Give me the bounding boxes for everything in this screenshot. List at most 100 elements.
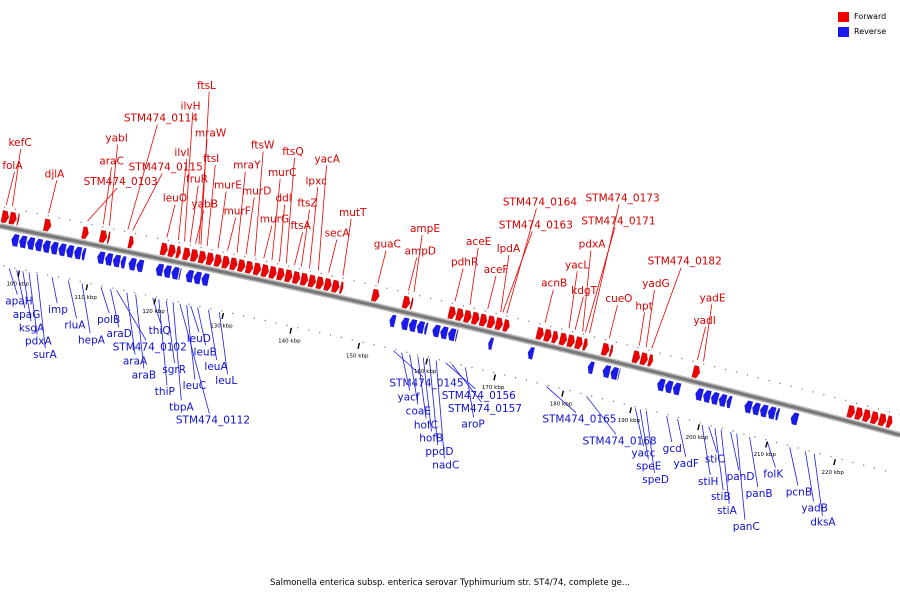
- forward-gene-arrow[interactable]: [494, 317, 504, 331]
- forward-gene-arrow[interactable]: [299, 272, 309, 286]
- reverse-gene-arrow[interactable]: [11, 233, 20, 247]
- forward-gene-arrow[interactable]: [221, 255, 230, 269]
- forward-gene-arrow[interactable]: [81, 226, 89, 240]
- reverse-gene-arrow[interactable]: [744, 400, 754, 414]
- reverse-gene-arrow[interactable]: [767, 406, 777, 420]
- forward-gene-arrow[interactable]: [42, 218, 52, 232]
- forward-gene-arrow[interactable]: [16, 213, 20, 226]
- forward-gene-arrow[interactable]: [600, 342, 610, 356]
- reverse-gene-arrow[interactable]: [73, 246, 83, 260]
- reverse-gene-arrow[interactable]: [416, 320, 426, 335]
- forward-gene-arrow[interactable]: [854, 406, 863, 421]
- reverse-gene-arrow[interactable]: [759, 404, 769, 418]
- forward-gene-arrow[interactable]: [535, 326, 544, 341]
- forward-gene-arrow[interactable]: [455, 307, 464, 322]
- reverse-gene-arrow[interactable]: [389, 314, 397, 328]
- forward-gene-arrow[interactable]: [167, 244, 176, 258]
- forward-gene-arrow[interactable]: [330, 279, 340, 293]
- forward-gene-arrow[interactable]: [307, 274, 317, 288]
- reverse-gene-arrow[interactable]: [752, 402, 761, 416]
- forward-gene-arrow[interactable]: [323, 277, 332, 292]
- forward-gene-arrow[interactable]: [338, 281, 344, 294]
- reverse-gene-arrow[interactable]: [726, 395, 733, 409]
- forward-gene-arrow[interactable]: [252, 262, 262, 276]
- reverse-gene-arrow[interactable]: [185, 269, 195, 283]
- reverse-gene-arrow[interactable]: [424, 322, 429, 335]
- forward-gene-arrow[interactable]: [197, 250, 207, 264]
- forward-gene-arrow[interactable]: [276, 267, 285, 281]
- forward-gene-arrow[interactable]: [181, 247, 191, 261]
- forward-gene-arrow[interactable]: [205, 252, 215, 266]
- forward-gene-arrow[interactable]: [581, 338, 588, 351]
- forward-gene-arrows[interactable]: [0, 210, 893, 429]
- reverse-gene-arrow[interactable]: [34, 238, 44, 252]
- reverse-gene-arrow[interactable]: [710, 391, 720, 406]
- forward-gene-arrow[interactable]: [462, 309, 472, 323]
- reverse-gene-arrow[interactable]: [201, 273, 210, 287]
- reverse-gene-arrow[interactable]: [97, 251, 106, 265]
- forward-gene-arrow[interactable]: [315, 276, 324, 290]
- forward-gene-arrow[interactable]: [885, 415, 893, 429]
- reverse-gene-arrow[interactable]: [120, 255, 127, 269]
- forward-gene-arrow[interactable]: [175, 245, 181, 259]
- reverse-gene-arrow[interactable]: [193, 271, 203, 285]
- forward-gene-arrow[interactable]: [8, 211, 17, 225]
- forward-gene-arrow[interactable]: [869, 411, 879, 425]
- forward-gene-arrow[interactable]: [159, 242, 168, 256]
- forward-gene-arrow[interactable]: [691, 365, 701, 379]
- reverse-gene-arrow[interactable]: [50, 241, 59, 255]
- forward-gene-arrow[interactable]: [470, 311, 480, 325]
- forward-gene-arrow[interactable]: [127, 235, 134, 249]
- forward-gene-arrow[interactable]: [291, 270, 301, 285]
- forward-gene-arrow[interactable]: [409, 297, 414, 310]
- forward-gene-arrow[interactable]: [106, 231, 111, 244]
- reverse-gene-arrow[interactable]: [454, 329, 459, 342]
- forward-gene-arrow[interactable]: [550, 330, 559, 344]
- reverse-gene-arrow[interactable]: [19, 235, 28, 249]
- forward-gene-arrow[interactable]: [370, 288, 380, 302]
- reverse-gene-arrow[interactable]: [790, 412, 800, 426]
- reverse-gene-arrow[interactable]: [112, 254, 122, 268]
- forward-gene-arrow[interactable]: [543, 328, 552, 342]
- reverse-gene-arrow[interactable]: [136, 259, 145, 273]
- forward-gene-arrow[interactable]: [574, 336, 583, 350]
- reverse-gene-arrow[interactable]: [703, 389, 712, 404]
- forward-gene-arrow[interactable]: [213, 253, 222, 268]
- reverse-gene-arrow[interactable]: [81, 247, 87, 261]
- reverse-gene-arrow[interactable]: [657, 378, 666, 392]
- forward-gene-arrow[interactable]: [647, 354, 654, 367]
- reverse-gene-arrow[interactable]: [664, 380, 674, 394]
- reverse-gene-arrow[interactable]: [440, 326, 449, 340]
- reverse-gene-arrow[interactable]: [432, 324, 441, 338]
- forward-gene-arrow[interactable]: [478, 313, 488, 327]
- forward-gene-arrow[interactable]: [268, 265, 277, 279]
- forward-gene-arrow[interactable]: [608, 344, 614, 358]
- reverse-gene-arrow[interactable]: [447, 328, 457, 342]
- reverse-gene-arrow[interactable]: [42, 240, 52, 254]
- forward-gene-arrow[interactable]: [0, 210, 10, 224]
- forward-gene-arrow[interactable]: [639, 352, 648, 366]
- reverse-gene-arrow[interactable]: [527, 346, 535, 360]
- reverse-gene-arrow[interactable]: [104, 252, 114, 266]
- reverse-gene-arrow[interactable]: [488, 337, 495, 351]
- reverse-gene-arrow[interactable]: [178, 267, 182, 281]
- reverse-gene-arrow[interactable]: [155, 263, 165, 277]
- reverse-gene-arrow[interactable]: [408, 319, 418, 333]
- forward-gene-arrow[interactable]: [229, 257, 238, 271]
- forward-gene-arrow[interactable]: [846, 404, 856, 419]
- forward-gene-arrow[interactable]: [558, 332, 568, 346]
- forward-gene-arrow[interactable]: [401, 295, 411, 309]
- forward-gene-arrow[interactable]: [98, 229, 108, 244]
- forward-gene-arrow[interactable]: [236, 258, 246, 273]
- reverse-gene-arrow[interactable]: [26, 236, 36, 251]
- reverse-gene-arrows[interactable]: [11, 233, 800, 426]
- forward-gene-arrow[interactable]: [189, 248, 199, 263]
- reverse-gene-arrow[interactable]: [171, 266, 180, 280]
- forward-gene-arrow[interactable]: [861, 408, 871, 423]
- reverse-gene-arrow[interactable]: [587, 361, 595, 375]
- reverse-gene-arrow[interactable]: [66, 244, 75, 259]
- reverse-gene-arrow[interactable]: [610, 366, 620, 381]
- forward-gene-arrow[interactable]: [447, 306, 456, 320]
- reverse-gene-arrow[interactable]: [163, 265, 173, 279]
- reverse-gene-arrow[interactable]: [602, 364, 612, 379]
